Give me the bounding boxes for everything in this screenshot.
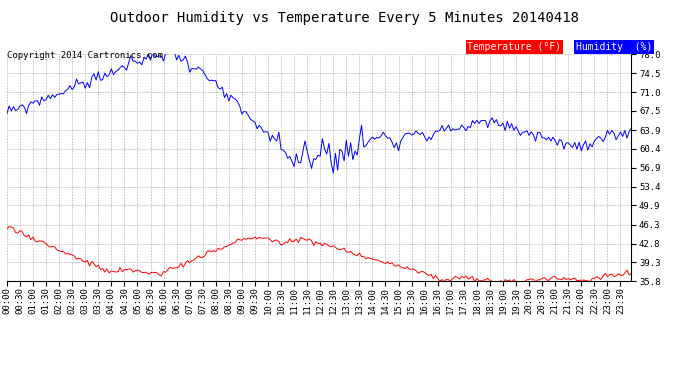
Text: Temperature (°F): Temperature (°F) (467, 42, 562, 52)
Text: Humidity  (%): Humidity (%) (575, 42, 652, 52)
Text: Outdoor Humidity vs Temperature Every 5 Minutes 20140418: Outdoor Humidity vs Temperature Every 5 … (110, 11, 580, 25)
Text: Copyright 2014 Cartronics.com: Copyright 2014 Cartronics.com (7, 51, 163, 60)
